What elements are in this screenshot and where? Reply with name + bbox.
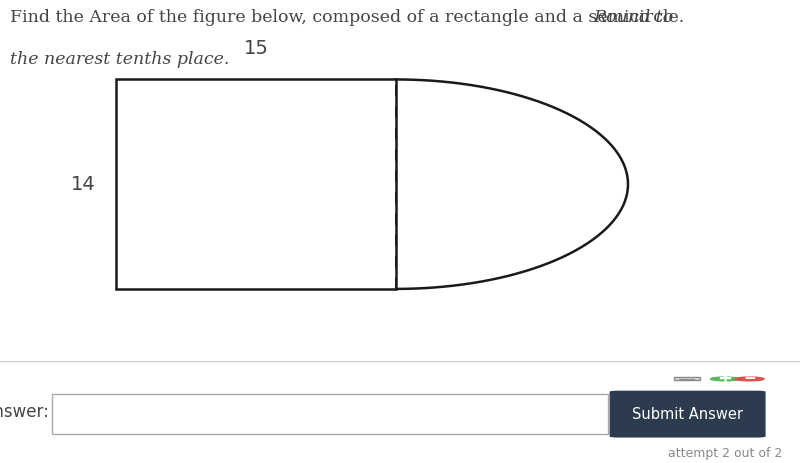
Text: Answer:: Answer: [0, 403, 50, 421]
Text: attempt 2 out of 2: attempt 2 out of 2 [668, 447, 782, 460]
FancyBboxPatch shape [610, 391, 766, 438]
Text: Find the Area of the figure below, composed of a rectangle and a semicircle.: Find the Area of the figure below, compo… [10, 9, 690, 26]
Text: 14: 14 [71, 175, 96, 194]
Bar [52, 394, 608, 434]
Text: +: + [718, 370, 732, 388]
Bar [116, 80, 396, 289]
Circle shape [710, 377, 739, 381]
FancyBboxPatch shape [674, 377, 700, 380]
Circle shape [735, 377, 764, 381]
Text: Submit Answer: Submit Answer [633, 407, 743, 422]
Text: 15: 15 [243, 39, 269, 58]
Text: the nearest tenths place.: the nearest tenths place. [10, 51, 229, 68]
Text: Round to: Round to [594, 9, 674, 26]
Text: −: − [743, 371, 756, 386]
